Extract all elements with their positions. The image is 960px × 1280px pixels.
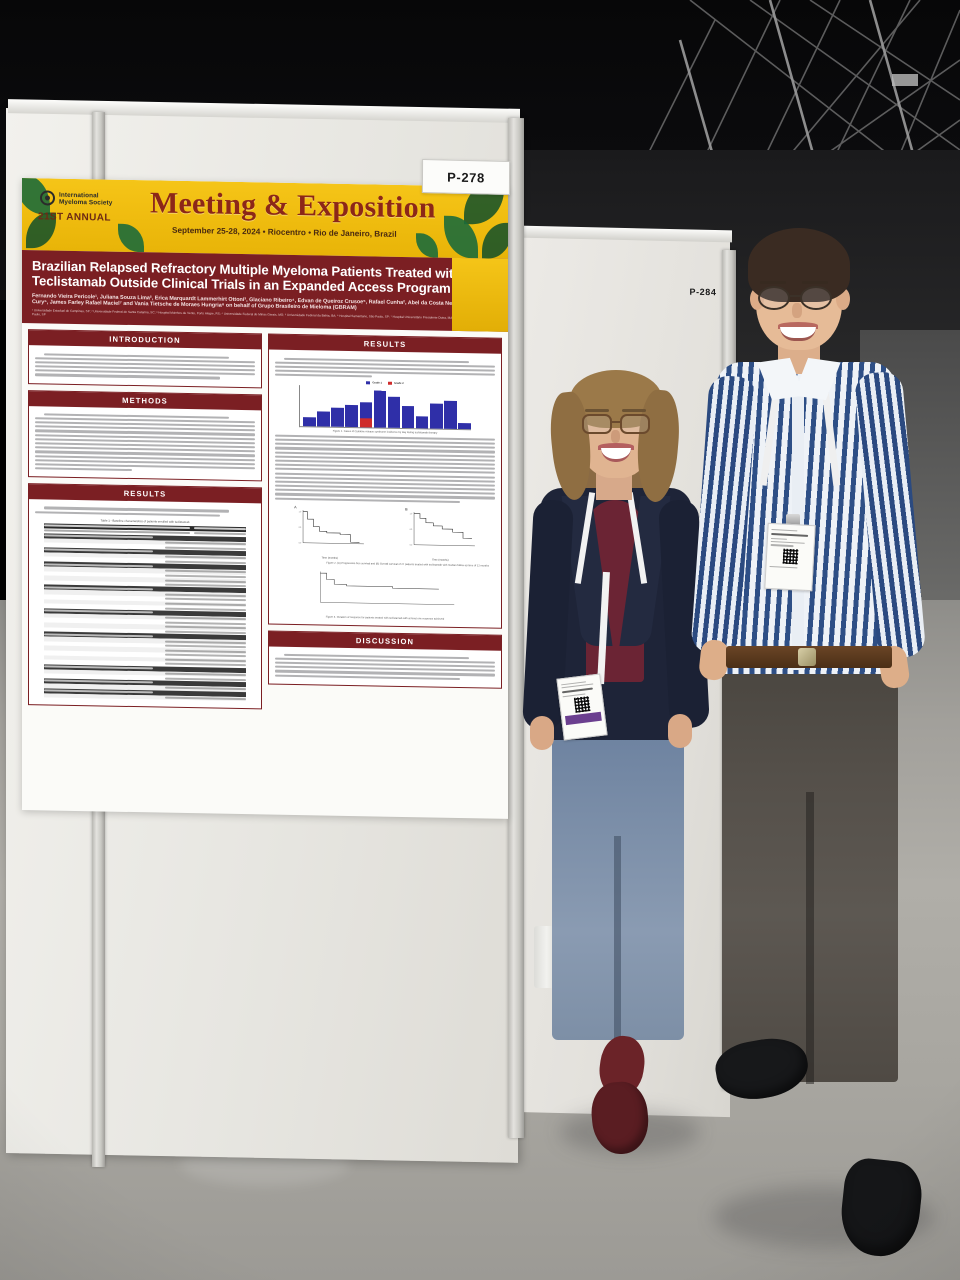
survival-figures: A 1.0 0.5 0.0 Time (months) (277, 503, 493, 562)
svg-text:1.0: 1.0 (409, 513, 412, 515)
poster-column-right: RESULTS Grade 1 Grade 2 Figure 1 (268, 333, 502, 714)
woman-hand-right (668, 714, 692, 748)
svg-text:B: B (405, 507, 408, 511)
baseline-characteristics-table: Table 1 - Baseline characteristics of pa… (43, 517, 247, 702)
legend-label-grade2: Grade 2 (394, 382, 404, 386)
bar-chart-bar (430, 403, 443, 430)
legend-label-grade1: Grade 1 (372, 381, 382, 385)
km-chart-os: B 1.0 0.5 0.0 Time (months) (388, 505, 494, 562)
ims-logo: International Myeloma Society (40, 190, 112, 206)
banner-event-title: Meeting & Exposition (150, 186, 436, 225)
banner-event-details: September 25-28, 2024 • Riocentro • Rio … (172, 225, 397, 239)
man-eyebrow-right (802, 281, 828, 285)
woman-smile (601, 448, 631, 462)
qr-code-icon (782, 548, 798, 564)
svg-text:0.0: 0.0 (409, 544, 412, 546)
bar-chart-bar (415, 415, 429, 429)
section-body-introduction (29, 346, 261, 387)
poster-number-sign-278: P-278 (421, 159, 511, 195)
woman-glasses-right-lens (620, 414, 650, 434)
woman-eyebrow-right (622, 409, 646, 412)
bar-chart-bar (444, 400, 457, 430)
woman-eyebrow-left (585, 409, 609, 412)
title-accent-block (452, 257, 508, 333)
bar-chart-bar (359, 402, 373, 428)
poster-column-left: INTRODUCTION METHODS (28, 329, 262, 710)
km-os-xlabel: Time (months) (431, 558, 449, 562)
bar-chart-plot-area (299, 385, 471, 431)
poster-title: Brazilian Relapsed Refractory Multiple M… (32, 258, 462, 296)
man-glasses-bridge (790, 295, 802, 298)
section-results-left: RESULTS Table 1 - Baseline characteristi… (28, 483, 262, 710)
man-eyebrow-left (760, 281, 786, 285)
svg-text:1.0: 1.0 (299, 511, 302, 513)
research-poster[interactable]: International Myeloma Society 21ST ANNUA… (22, 178, 508, 819)
badge-color-band (565, 712, 602, 726)
ims-mark-icon (40, 190, 55, 206)
km-pfs-xlabel: Time (months) (321, 556, 339, 560)
section-body-results-left: Table 1 - Baseline characteristics of pa… (29, 499, 261, 708)
woman-badge (556, 673, 608, 741)
woman-glasses-bridge (610, 421, 622, 424)
km-chart-pfs: A 1.0 0.5 0.0 Time (months) (277, 503, 383, 560)
qr-code-icon (573, 696, 591, 714)
bar-chart-bar (401, 406, 415, 429)
man-upper-lip (778, 322, 818, 329)
man-nose (792, 303, 802, 318)
bar-chart-bar-grade2 (359, 418, 373, 428)
woman-leg-separation (614, 836, 621, 1042)
man-glasses-left-lens (758, 286, 790, 310)
bar-chart-bar (317, 410, 330, 427)
bar-chart-bar (387, 396, 401, 429)
bar-chart-bar (458, 423, 471, 430)
banner-annual-label: 21ST ANNUAL (38, 211, 111, 224)
cytokine-release-bar-chart: Grade 1 Grade 2 Figure 1. Cases of Cytok… (299, 380, 471, 436)
man-badge (764, 522, 816, 592)
poster-title-block: Brazilian Relapsed Refractory Multiple M… (22, 250, 508, 333)
man-belt-buckle (798, 648, 816, 666)
woman-nose (611, 430, 620, 443)
duration-of-response-chart: Figure 3. Duration of response for patie… (275, 568, 495, 622)
bar-chart-bar (373, 389, 387, 429)
svg-text:A: A (294, 505, 297, 509)
section-body-results-right: Grade 1 Grade 2 Figure 1. Cases of Cytok… (269, 350, 501, 627)
section-results-right: RESULTS Grade 1 Grade 2 Figure 1 (268, 333, 502, 629)
woman-hand-left (530, 716, 554, 750)
section-methods: METHODS (28, 389, 262, 482)
man-leg-separation (806, 792, 814, 1084)
section-body-discussion (269, 646, 501, 687)
section-introduction: INTRODUCTION (28, 329, 262, 389)
woman-upper-lip (598, 443, 634, 450)
svg-text:0.5: 0.5 (299, 527, 302, 529)
booth-post-middle (508, 117, 524, 1139)
bar-chart-bar (345, 405, 358, 428)
bar-chart-bar (331, 408, 344, 428)
section-body-methods (29, 406, 261, 481)
ims-society-line2: Myeloma Society (59, 198, 113, 207)
ceiling-light-fixture (892, 74, 918, 86)
poster-number-sign-284: P-284 (689, 286, 717, 298)
man-glasses-right-lens (800, 286, 832, 310)
woman-glasses-left-lens (582, 414, 612, 434)
man-smile (780, 327, 816, 341)
svg-text:0.5: 0.5 (409, 529, 412, 531)
bar-chart-bar (303, 417, 316, 427)
svg-text:0.0: 0.0 (299, 542, 302, 544)
section-discussion: DISCUSSION (268, 630, 502, 689)
figure-3-caption: Figure 3. Duration of response for patie… (325, 615, 445, 621)
